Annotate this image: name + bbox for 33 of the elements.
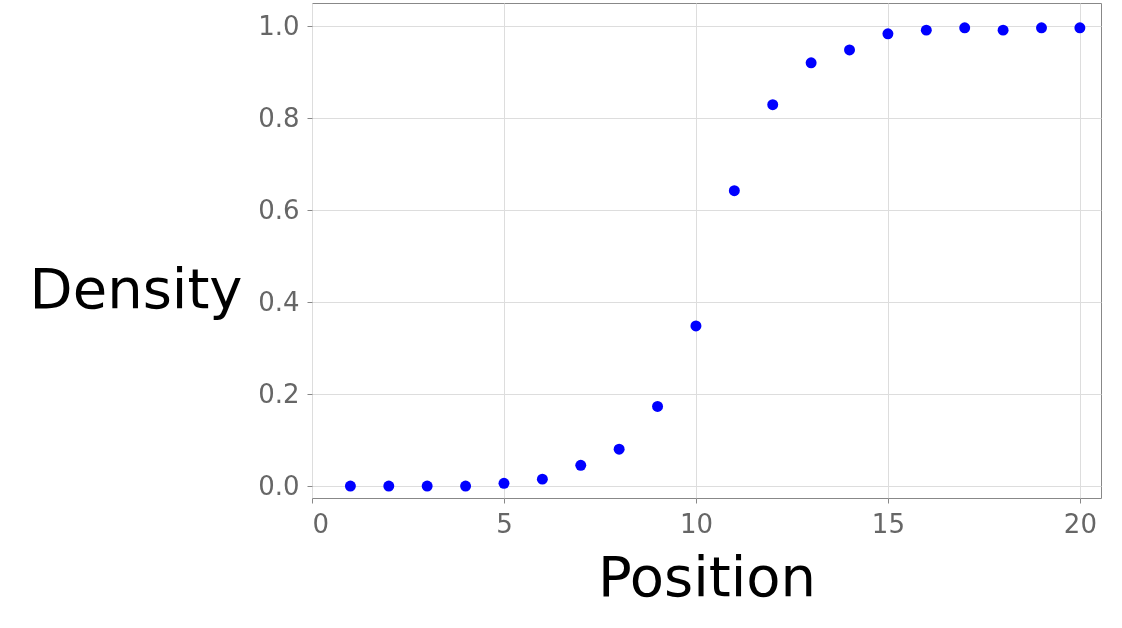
x-axis-title: Position (597, 543, 817, 609)
y-tick-label: 0.8 (258, 102, 300, 133)
point (536, 473, 548, 485)
point (575, 459, 587, 471)
point (421, 480, 433, 492)
point (344, 480, 356, 492)
y-axis-title: Density (29, 255, 243, 321)
x-tick-label: 15 (871, 508, 905, 539)
point (460, 480, 472, 492)
point (805, 57, 817, 69)
x-tick-label: 0 (312, 508, 330, 539)
point (498, 477, 510, 489)
y-tick-label: 0.2 (258, 378, 300, 409)
point (959, 22, 971, 34)
point (882, 28, 894, 40)
point (767, 99, 779, 111)
point (690, 320, 702, 332)
x-tick-label: 20 (1063, 508, 1097, 539)
y-tick-label: 0.0 (258, 470, 300, 501)
point (997, 24, 1009, 36)
point (844, 44, 855, 56)
y-tick-label: 0.6 (258, 194, 300, 225)
point (1074, 22, 1086, 34)
point (1036, 22, 1047, 34)
y-tick-label: 0.4 (258, 286, 300, 317)
point (383, 480, 395, 492)
point (613, 443, 625, 455)
y-tick-label: 1.0 (258, 10, 300, 41)
x-tick-label: 5 (496, 508, 513, 539)
point (920, 24, 932, 36)
point (652, 400, 664, 412)
point (728, 185, 740, 197)
x-tick-label: 10 (679, 508, 713, 539)
